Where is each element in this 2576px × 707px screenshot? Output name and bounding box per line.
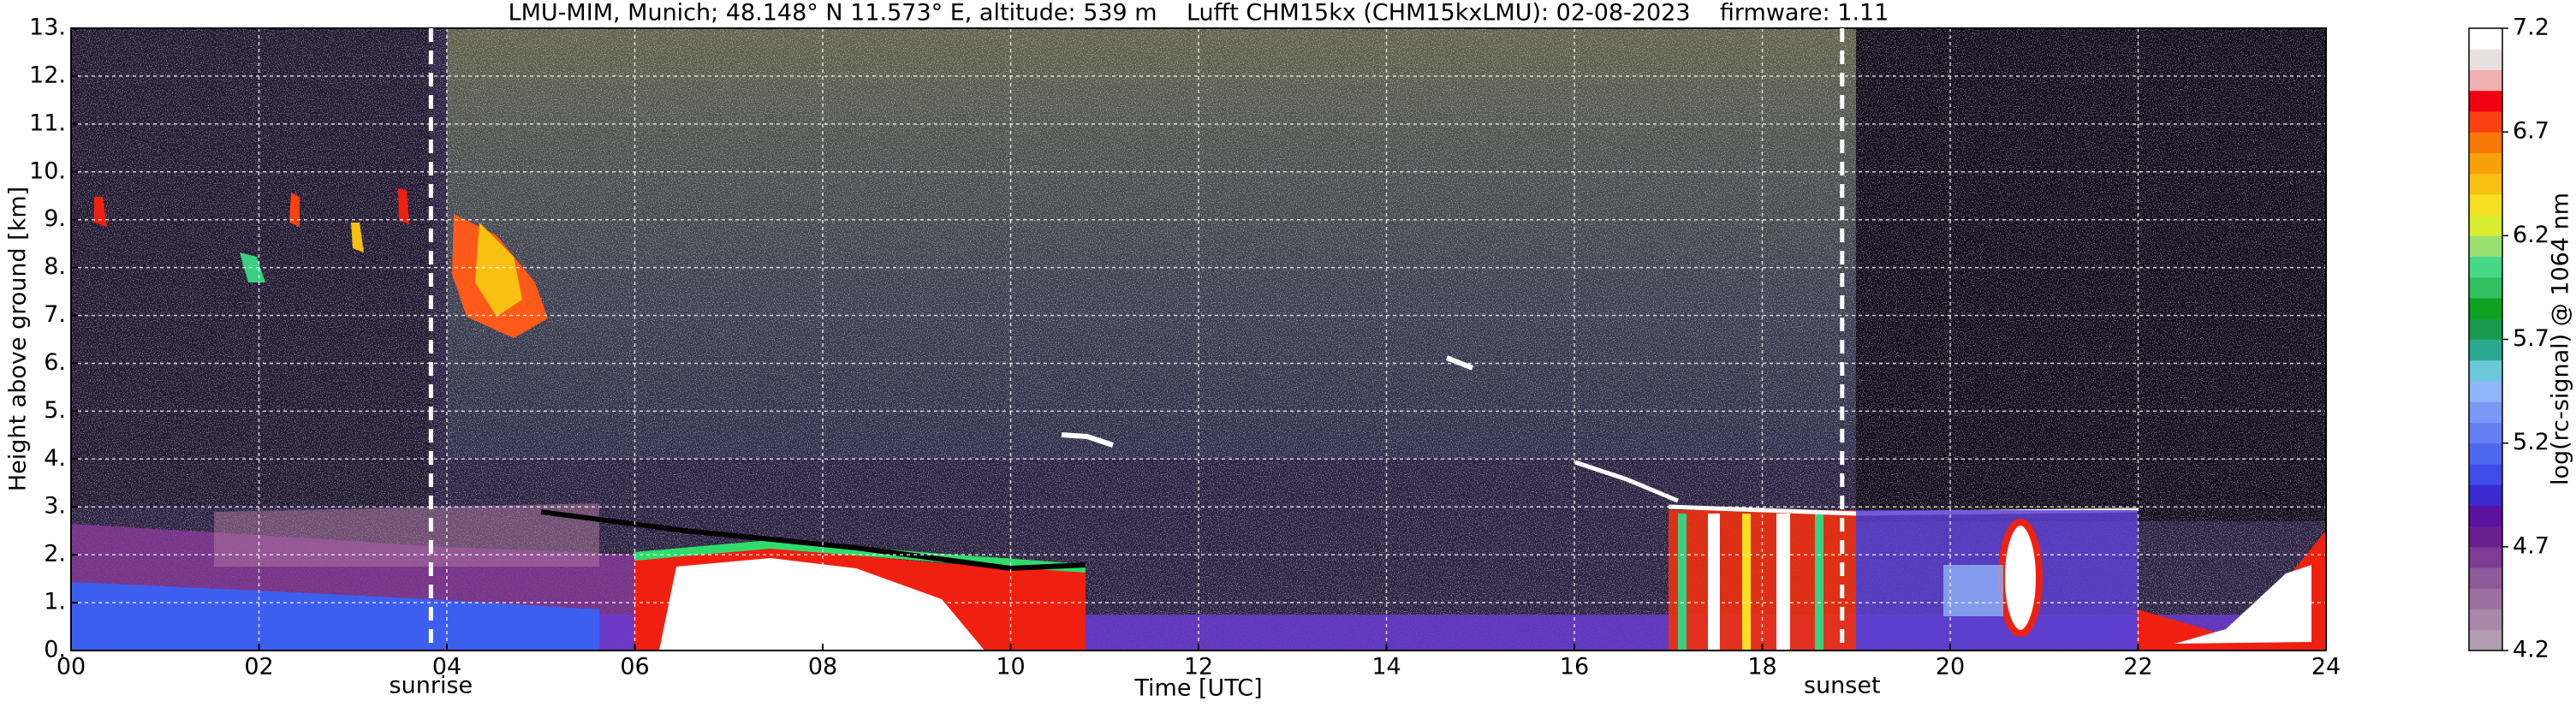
- x-tick-label: 06: [620, 654, 649, 680]
- colorbar-segment: [2469, 443, 2502, 465]
- y-tick-label: 11.: [29, 110, 66, 136]
- y-tick-label: 1.: [44, 589, 66, 615]
- y-tick-label: 8.: [44, 253, 66, 280]
- colorbar-tick-label: 4.2: [2513, 637, 2549, 663]
- colorbar-tick-label: 4.7: [2513, 532, 2549, 559]
- y-tick-label: 0.: [44, 637, 66, 663]
- colorbar-segment: [2469, 463, 2502, 485]
- colorbar-segment: [2469, 526, 2502, 548]
- x-tick-label: 02: [244, 654, 273, 680]
- y-tick-label: 13.: [29, 15, 66, 41]
- colorbar-segment: [2469, 629, 2502, 651]
- colorbar-segment: [2469, 359, 2502, 382]
- colorbar-segment: [2469, 567, 2502, 589]
- colorbar-label: log(rc-signal) @ 1064 nm: [2548, 193, 2574, 485]
- colorbar-segment: [2469, 256, 2502, 278]
- annotation-label: sunset: [1804, 673, 1881, 699]
- y-axis-label: Height above ground [km]: [5, 187, 32, 491]
- colorbar-tick-label: 5.7: [2513, 325, 2549, 352]
- colorbar-segment: [2469, 152, 2502, 175]
- x-tick-label: 12: [1184, 654, 1213, 680]
- colorbar-segment: [2469, 339, 2502, 361]
- colorbar-tick-label: 6.2: [2513, 222, 2549, 248]
- colorbar-segment: [2469, 28, 2502, 50]
- colorbar-segment: [2469, 132, 2502, 153]
- colorbar-segment: [2469, 609, 2502, 631]
- colorbar-tick-label: 5.2: [2513, 429, 2549, 455]
- colorbar-tick-label: 6.7: [2513, 118, 2549, 145]
- colorbar-segment: [2469, 90, 2502, 112]
- colorbar-segment: [2469, 235, 2502, 258]
- colorbar-segment: [2469, 505, 2502, 527]
- y-tick-label: 2.: [44, 541, 66, 567]
- colorbar-segment: [2469, 173, 2502, 195]
- colorbar-segment: [2469, 401, 2502, 423]
- colorbar-segment: [2469, 422, 2502, 444]
- x-tick-label: 00: [57, 654, 86, 680]
- y-tick-label: 9.: [44, 205, 66, 232]
- colorbar-segment: [2469, 298, 2502, 319]
- colorbar-segment: [2469, 546, 2502, 568]
- y-tick-label: 5.: [44, 397, 66, 424]
- y-tick-label: 7.: [44, 301, 66, 328]
- colorbar-segment: [2469, 215, 2502, 236]
- x-tick-label: 08: [808, 654, 837, 680]
- chart-title: LMU-MIM, Munich; 48.148° N 11.573° E, al…: [509, 0, 1889, 27]
- annotation-label: sunrise: [390, 673, 473, 699]
- y-tick-label: 3.: [44, 493, 66, 520]
- colorbar-tick-label: 7.2: [2513, 15, 2549, 41]
- plot-frame: [70, 27, 2327, 651]
- y-tick-label: 12.: [29, 62, 66, 88]
- x-tick-label: 24: [2311, 654, 2341, 680]
- y-tick-label: 10.: [29, 157, 66, 184]
- x-axis-label: Time [UTC]: [1133, 675, 1262, 702]
- x-tick-label: 04: [432, 654, 461, 680]
- y-tick-label: 6.: [44, 349, 66, 376]
- colorbar-segment: [2469, 588, 2502, 610]
- colorbar-segment: [2469, 110, 2502, 133]
- colorbar-segment: [2469, 318, 2502, 340]
- colorbar-segment: [2469, 276, 2502, 299]
- x-tick-label: 10: [996, 654, 1025, 680]
- colorbar-segment: [2469, 193, 2502, 216]
- x-tick-label: 16: [1560, 654, 1589, 680]
- x-tick-label: 18: [1747, 654, 1776, 680]
- x-tick-label: 14: [1371, 654, 1401, 680]
- y-tick-label: 4.: [44, 445, 66, 472]
- colorbar-segment: [2469, 484, 2502, 506]
- colorbar-segment: [2469, 69, 2502, 92]
- colorbar-segment: [2469, 380, 2502, 402]
- x-tick-label: 20: [1936, 654, 1965, 680]
- colorbar-segment: [2469, 49, 2502, 70]
- x-tick-label: 22: [2123, 654, 2152, 680]
